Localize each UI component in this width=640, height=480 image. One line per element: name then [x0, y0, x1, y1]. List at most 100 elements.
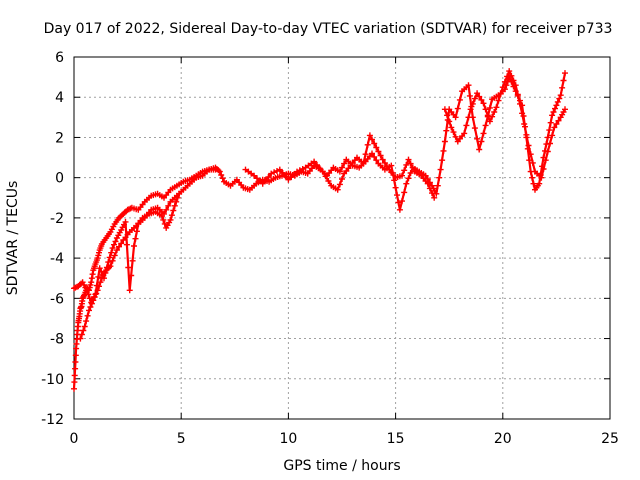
data-point: [371, 153, 378, 160]
data-point: [373, 144, 380, 151]
data-point: [369, 136, 375, 143]
data-point: [282, 173, 289, 180]
data-point: [466, 92, 473, 99]
data-point: [529, 159, 536, 166]
data-point: [439, 157, 446, 164]
data-point: [392, 184, 399, 191]
x-tick-label: 15: [387, 431, 405, 447]
grid-lines: [74, 57, 610, 419]
y-tick-label: -10: [41, 372, 64, 388]
data-point: [512, 82, 519, 89]
data-point: [341, 160, 348, 167]
data-point: [97, 279, 104, 286]
data-point: [525, 142, 532, 149]
data-point: [474, 90, 481, 97]
data-point: [176, 190, 183, 197]
data-point: [551, 124, 558, 131]
data-point: [379, 156, 386, 163]
x-tick-label: 25: [601, 431, 619, 447]
data-point: [362, 151, 369, 158]
data-point: [463, 122, 470, 129]
data-point: [478, 138, 485, 145]
data-point: [371, 140, 378, 147]
data-point: [452, 133, 459, 140]
data-point: [556, 95, 563, 102]
data-point: [339, 176, 345, 182]
data-point: [424, 180, 431, 187]
data-point: [429, 190, 435, 197]
data-series: [242, 132, 438, 201]
data-point: [471, 125, 478, 132]
data-point: [550, 109, 557, 115]
data-point: [480, 130, 487, 137]
data-point: [553, 121, 560, 127]
data-point: [562, 106, 568, 113]
data-point: [88, 300, 95, 307]
data-point: [171, 202, 178, 209]
data-point: [441, 138, 448, 145]
data-point: [71, 379, 78, 386]
data-point: [129, 257, 136, 264]
data-point: [497, 90, 504, 97]
data-point: [484, 112, 491, 119]
data-point: [465, 114, 472, 121]
data-point: [364, 141, 371, 148]
data-point: [89, 271, 96, 278]
data-point: [85, 291, 92, 298]
data-point: [403, 161, 410, 168]
data-point: [395, 199, 402, 206]
data-point: [259, 180, 266, 187]
data-point: [440, 147, 447, 154]
data-point: [109, 257, 116, 264]
data-point: [486, 104, 493, 111]
data-point: [441, 106, 448, 113]
data-point: [80, 327, 87, 334]
data-point: [86, 307, 92, 314]
data-point: [216, 168, 223, 175]
data-point: [122, 218, 129, 225]
data-point: [158, 212, 165, 219]
data-point: [71, 372, 78, 379]
data-point: [544, 148, 551, 155]
data-point: [562, 70, 568, 77]
data-point: [84, 312, 91, 319]
data-point: [314, 161, 320, 168]
series-layer: [71, 68, 568, 392]
data-point: [381, 159, 388, 166]
data-series: [77, 190, 183, 342]
data-point: [105, 259, 112, 266]
data-point: [98, 268, 105, 275]
data-point: [93, 290, 100, 297]
data-point: [437, 166, 444, 173]
data-point: [443, 127, 450, 134]
data-point: [133, 228, 140, 235]
data-point: [107, 263, 114, 270]
x-tick-label: 0: [70, 431, 79, 447]
data-point: [81, 323, 88, 330]
data-point: [510, 77, 517, 84]
data-point: [448, 124, 455, 131]
data-point: [394, 192, 400, 199]
data-point: [167, 216, 174, 223]
data-point: [399, 198, 405, 205]
y-tick-label: -12: [41, 412, 64, 428]
axis-ticks: 0 5 10 15 20 25 -12 -10 -8 -6 -4 -2 0 2 4 6: [41, 50, 619, 447]
data-point: [265, 174, 272, 180]
data-point: [112, 238, 119, 245]
data-point: [467, 106, 474, 113]
data-point: [521, 121, 528, 127]
data-point: [493, 104, 500, 111]
data-point: [540, 166, 547, 172]
data-point: [407, 170, 414, 176]
data-point: [546, 127, 553, 134]
plot-frame: [73, 56, 611, 420]
data-point: [72, 359, 79, 365]
data-point: [538, 174, 545, 181]
data-point: [109, 245, 116, 252]
data-point: [173, 198, 180, 205]
data-point: [434, 182, 441, 189]
data-point: [547, 119, 554, 126]
data-point: [456, 96, 463, 103]
data-point: [83, 287, 90, 294]
data-point: [431, 194, 438, 201]
